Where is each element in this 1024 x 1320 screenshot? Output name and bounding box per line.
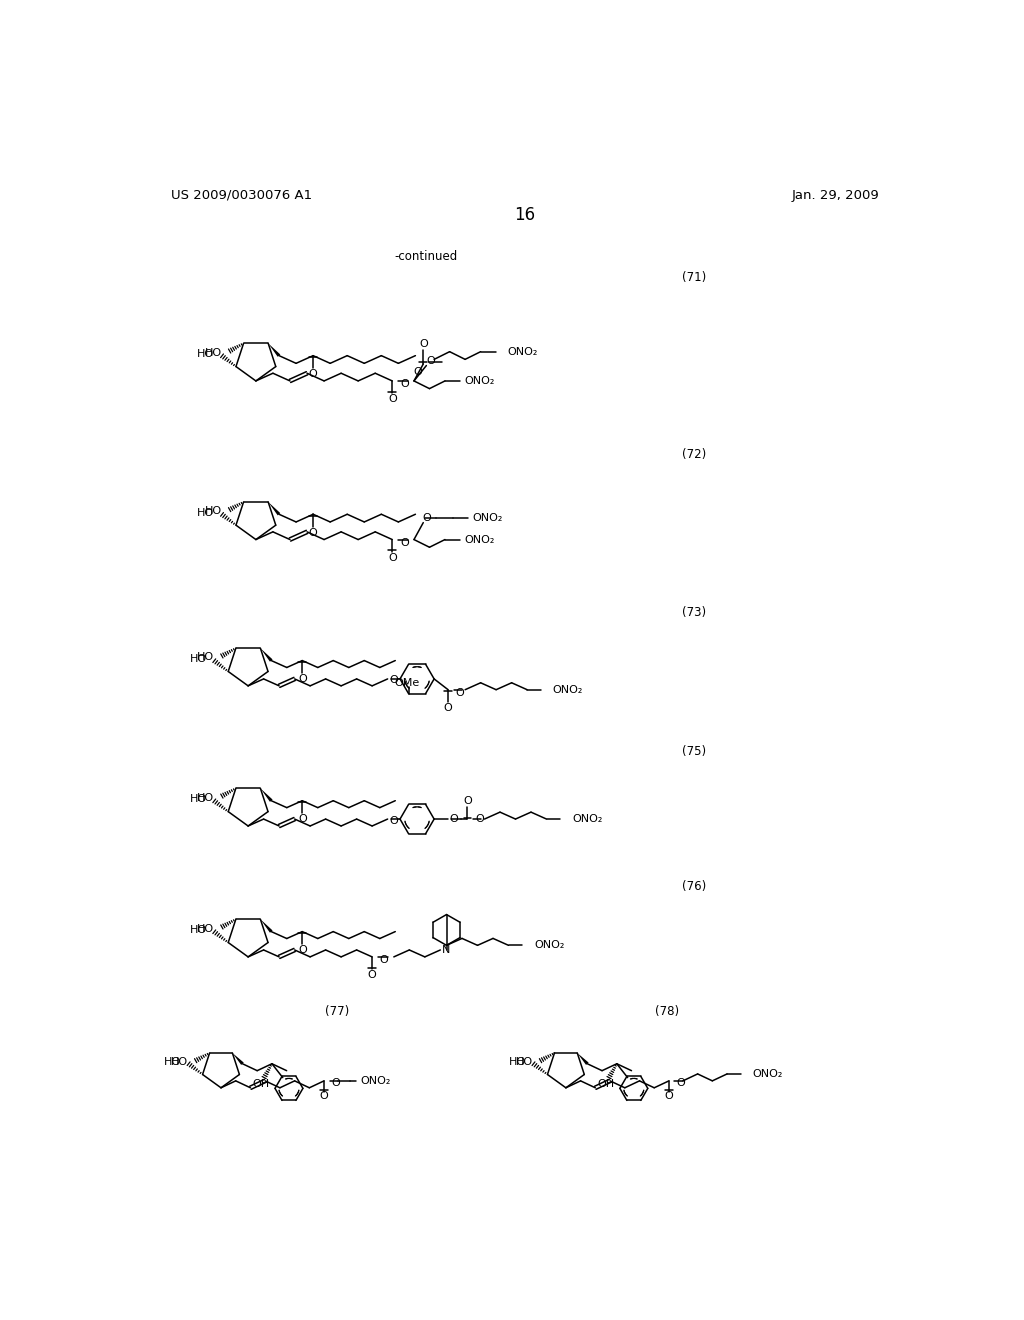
Text: OH: OH <box>597 1078 614 1089</box>
Text: ONO₂: ONO₂ <box>464 376 495 385</box>
Text: HO: HO <box>198 508 214 517</box>
Text: O: O <box>298 814 306 824</box>
Text: HO: HO <box>516 1057 532 1067</box>
Text: HO: HO <box>189 655 207 664</box>
Text: O: O <box>389 816 398 825</box>
Text: (71): (71) <box>682 271 706 284</box>
Text: O: O <box>419 339 428 348</box>
Text: O: O <box>443 704 453 713</box>
Text: O: O <box>298 945 306 956</box>
Text: O: O <box>456 688 465 698</box>
Polygon shape <box>260 788 272 801</box>
Text: HO: HO <box>171 1057 188 1067</box>
Text: HO: HO <box>509 1057 525 1067</box>
Text: (75): (75) <box>682 744 706 758</box>
Text: O: O <box>400 537 409 548</box>
Text: O: O <box>319 1092 329 1101</box>
Polygon shape <box>268 343 281 356</box>
Text: O: O <box>309 370 317 379</box>
Text: ONO₂: ONO₂ <box>508 347 539 356</box>
Text: (77): (77) <box>326 1005 349 1018</box>
Text: O: O <box>665 1092 674 1101</box>
Text: HO: HO <box>205 347 222 358</box>
Text: ONO₂: ONO₂ <box>535 940 564 950</box>
Polygon shape <box>268 502 281 515</box>
Text: (78): (78) <box>654 1005 679 1018</box>
Text: HO: HO <box>197 924 214 933</box>
Text: OH: OH <box>253 1078 269 1089</box>
Text: O: O <box>331 1078 340 1088</box>
Text: N: N <box>442 945 451 954</box>
Polygon shape <box>260 919 272 933</box>
Text: O: O <box>463 796 472 805</box>
Text: OMe: OMe <box>394 677 420 688</box>
Text: O: O <box>389 676 398 685</box>
Text: O: O <box>427 356 435 366</box>
Text: O: O <box>676 1078 685 1088</box>
Text: HO: HO <box>197 792 214 803</box>
Text: O: O <box>388 553 396 564</box>
Text: O: O <box>309 528 317 537</box>
Text: O: O <box>388 395 396 404</box>
Text: HO: HO <box>205 506 222 516</box>
Text: ONO₂: ONO₂ <box>472 513 503 523</box>
Polygon shape <box>232 1053 244 1065</box>
Text: ONO₂: ONO₂ <box>360 1076 391 1086</box>
Text: ONO₂: ONO₂ <box>553 685 583 694</box>
Text: O: O <box>450 814 458 824</box>
Text: HO: HO <box>197 652 214 663</box>
Polygon shape <box>578 1053 589 1065</box>
Text: O: O <box>380 954 389 965</box>
Text: ONO₂: ONO₂ <box>464 535 495 545</box>
Text: HO: HO <box>198 350 214 359</box>
Text: O: O <box>422 513 431 523</box>
Text: ONO₂: ONO₂ <box>572 814 602 824</box>
Text: HO: HO <box>189 795 207 804</box>
Text: 16: 16 <box>514 206 536 223</box>
Text: Jan. 29, 2009: Jan. 29, 2009 <box>792 189 880 202</box>
Text: O: O <box>475 814 484 824</box>
Text: HO: HO <box>164 1057 181 1067</box>
Text: (73): (73) <box>682 606 706 619</box>
Text: US 2009/0030076 A1: US 2009/0030076 A1 <box>171 189 311 202</box>
Text: (76): (76) <box>682 879 706 892</box>
Text: -continued: -continued <box>394 249 458 263</box>
Text: O: O <box>400 379 409 389</box>
Text: O: O <box>298 675 306 684</box>
Text: ONO₂: ONO₂ <box>753 1069 783 1078</box>
Text: O: O <box>414 367 422 376</box>
Text: (72): (72) <box>682 449 706 462</box>
Polygon shape <box>260 648 272 661</box>
Text: O: O <box>368 970 377 981</box>
Text: HO: HO <box>189 925 207 935</box>
